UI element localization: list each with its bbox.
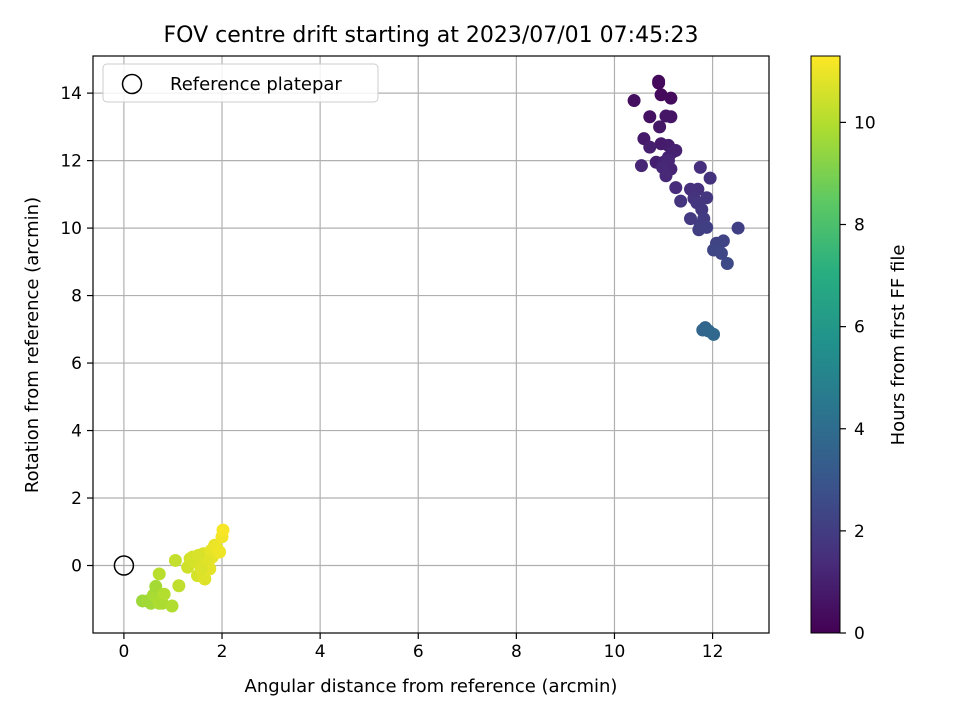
legend: Reference platepar [102, 63, 379, 103]
data-point [707, 327, 721, 341]
data-point [194, 562, 208, 576]
colorbar-label: Hours from first FF file [888, 245, 909, 446]
legend-reference-label: Reference platepar [170, 74, 342, 95]
data-point [216, 523, 230, 537]
data-point [654, 137, 668, 151]
y-tick-label: 6 [71, 354, 82, 374]
y-tick-label: 12 [60, 152, 82, 172]
data-point [714, 246, 728, 260]
x-tick-label: 8 [511, 642, 522, 662]
colorbar-tick-label: 4 [854, 420, 865, 440]
data-point [703, 171, 717, 185]
y-tick-label: 4 [71, 422, 82, 442]
x-tick-label: 2 [217, 642, 228, 662]
colorbar-tick-label: 10 [854, 113, 876, 133]
x-tick-label: 0 [118, 642, 129, 662]
data-point [700, 220, 714, 234]
colorbar-tick-label: 0 [854, 624, 865, 644]
data-points [113, 74, 745, 613]
legend-reference-marker [121, 73, 143, 95]
x-tick-label: 10 [604, 642, 626, 662]
data-point [157, 587, 171, 601]
chart-title: FOV centre drift starting at 2023/07/01 … [164, 23, 699, 48]
colorbar-tick-label: 6 [854, 318, 865, 338]
colorbar: 0 2 4 6 8 10 [810, 55, 876, 644]
legend-box [102, 63, 379, 103]
data-point [654, 88, 668, 102]
y-tick-label: 0 [71, 557, 82, 577]
data-point [643, 110, 657, 124]
y-tick-label: 14 [60, 84, 82, 104]
data-point [720, 257, 734, 271]
data-point [172, 579, 186, 593]
colorbar-tick-label: 2 [854, 522, 865, 542]
y-tick-label: 10 [60, 219, 82, 239]
data-point [700, 191, 714, 205]
y-tick-label: 8 [71, 287, 82, 307]
data-point [653, 120, 667, 134]
y-tick-label: 2 [71, 489, 82, 509]
data-point [191, 548, 205, 562]
colorbar-gradient [810, 55, 841, 634]
data-point [693, 160, 707, 174]
data-point [634, 159, 648, 173]
data-point [664, 91, 678, 105]
data-point [213, 545, 227, 559]
data-point [674, 194, 688, 208]
x-axis-label: Angular distance from reference (arcmin) [245, 676, 618, 697]
y-axis-label: Rotation from reference (arcmin) [22, 197, 43, 493]
data-point [652, 74, 666, 88]
plot-frame [92, 55, 770, 634]
x-tick-label: 6 [413, 642, 424, 662]
axes: 0 2 4 6 8 10 12 0 2 4 6 8 10 12 14 [60, 55, 770, 662]
data-point [165, 599, 179, 613]
data-point [659, 109, 673, 123]
x-tick-label: 4 [315, 642, 326, 662]
data-point [627, 94, 641, 108]
data-point [731, 221, 745, 235]
data-point [168, 553, 182, 567]
data-point [149, 579, 163, 593]
x-tick-label: 12 [702, 642, 724, 662]
data-point [669, 181, 683, 195]
reference-platepar-marker [113, 555, 135, 576]
data-point [684, 212, 698, 226]
data-point [643, 140, 657, 154]
data-point [659, 169, 673, 183]
data-point [198, 572, 212, 586]
data-point [152, 567, 166, 581]
colorbar-tick-label: 8 [854, 216, 865, 236]
